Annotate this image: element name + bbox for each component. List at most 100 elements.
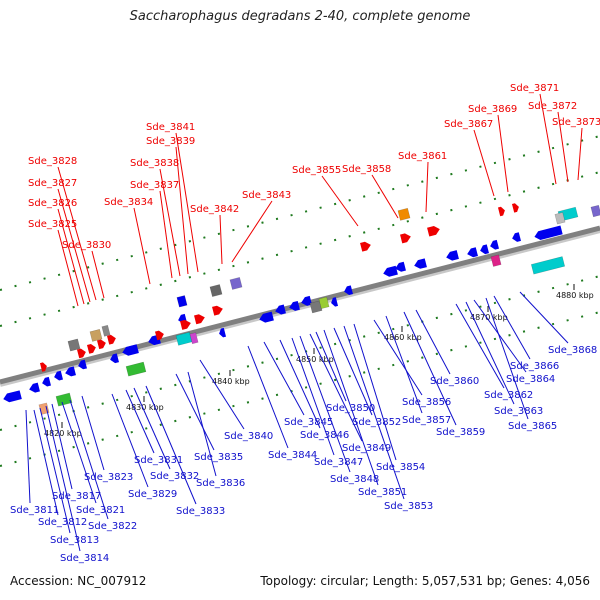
reverse-gene-label: Sde_3863 bbox=[494, 406, 543, 417]
backbone bbox=[0, 225, 600, 385]
reverse-leader-line bbox=[333, 327, 373, 416]
gene-arrow bbox=[490, 239, 499, 250]
gene-arrow bbox=[97, 339, 106, 350]
gene-feature bbox=[78, 359, 87, 370]
reverse-gene-label: Sde_3851 bbox=[358, 487, 407, 498]
gene-arrow bbox=[194, 314, 205, 325]
gene-arrow bbox=[87, 344, 96, 354]
reverse-gene-label: Sde_3822 bbox=[88, 521, 137, 532]
forward-leader-line bbox=[473, 129, 495, 197]
reverse-leader-line bbox=[51, 403, 73, 490]
track-guide-0 bbox=[0, 135, 600, 291]
gene-box bbox=[530, 256, 566, 275]
gene-arrow bbox=[219, 327, 227, 338]
gene-feature bbox=[3, 390, 22, 403]
gene-feature bbox=[383, 265, 398, 277]
forward-gene-labels: Sde_3825 Sde_3826 Sde_3827 Sde_3828 Sde_3830… bbox=[28, 83, 600, 307]
reverse-leader-line bbox=[309, 333, 363, 442]
gene-arrow bbox=[3, 390, 22, 403]
forward-gene-label: Sde_3871 bbox=[510, 83, 559, 94]
reverse-gene-label: Sde_3846 bbox=[300, 430, 349, 441]
gene-feature bbox=[229, 277, 243, 290]
forward-leader-line bbox=[497, 114, 509, 193]
forward-gene-label: Sde_3830 bbox=[62, 240, 111, 251]
gene-features bbox=[3, 203, 600, 415]
forward-gene-label: Sde_3839 bbox=[146, 136, 195, 147]
gene-feature bbox=[54, 370, 63, 381]
forward-leader-line bbox=[557, 111, 569, 183]
gene-box bbox=[89, 328, 103, 342]
reverse-gene-label: Sde_3862 bbox=[484, 390, 533, 401]
forward-gene-label: Sde_3872 bbox=[528, 101, 577, 112]
gene-arrow bbox=[497, 206, 505, 217]
reverse-leader-line bbox=[299, 335, 351, 473]
kbp-tick-label: 4860 kbp bbox=[384, 333, 422, 342]
forward-leader-line bbox=[57, 188, 91, 303]
forward-leader-line bbox=[57, 166, 97, 301]
reverse-leader-line bbox=[385, 315, 423, 414]
reverse-gene-label: Sde_3831 bbox=[134, 455, 183, 466]
reverse-gene-label: Sde_3823 bbox=[84, 472, 133, 483]
topology-text: Topology: circular; Length: 5,057,531 bp… bbox=[260, 574, 590, 588]
gene-box bbox=[125, 361, 147, 377]
reverse-leader-line bbox=[519, 291, 569, 344]
reverse-leader-line bbox=[33, 409, 59, 516]
gene-box bbox=[397, 207, 411, 221]
reverse-leader-line bbox=[61, 401, 97, 504]
reverse-gene-label: Sde_3857 bbox=[402, 415, 451, 426]
gene-box bbox=[55, 392, 73, 407]
gene-feature bbox=[212, 305, 223, 316]
reverse-gene-label: Sde_3849 bbox=[342, 443, 391, 454]
reverse-gene-label: Sde_3866 bbox=[510, 361, 559, 372]
kbp-tick-label: 4840 kbp bbox=[212, 377, 250, 386]
gene-arrow bbox=[480, 244, 489, 255]
gene-feature bbox=[490, 239, 499, 250]
gene-arrow bbox=[29, 382, 40, 393]
kbp-tick-label: 4830 kbp bbox=[126, 403, 164, 412]
gene-feature bbox=[259, 311, 274, 323]
map-title: Saccharophagus degradans 2-40, complete … bbox=[129, 9, 471, 24]
gene-feature bbox=[101, 324, 111, 337]
gene-box bbox=[67, 338, 81, 352]
gene-feature bbox=[414, 258, 427, 269]
gene-feature bbox=[67, 338, 81, 352]
reverse-leader-line bbox=[323, 329, 379, 486]
reverse-gene-label: Sde_3814 bbox=[60, 553, 109, 564]
gene-box bbox=[554, 212, 566, 225]
forward-gene-label: Sde_3826 bbox=[28, 198, 77, 209]
gene-box bbox=[590, 204, 600, 218]
reverse-leader-line bbox=[473, 299, 527, 373]
reverse-leader-line bbox=[315, 331, 347, 402]
reverse-gene-label: Sde_3817 bbox=[52, 491, 101, 502]
forward-gene-label: Sde_3861 bbox=[398, 151, 447, 162]
gene-feature bbox=[395, 261, 406, 272]
gene-arrow bbox=[512, 232, 521, 242]
forward-gene-label: Sde_3827 bbox=[28, 178, 77, 189]
gene-feature bbox=[400, 233, 411, 244]
kbp-tick-label: 4850 kbp bbox=[296, 355, 334, 364]
reverse-leader-line bbox=[415, 309, 451, 375]
gene-feature bbox=[530, 256, 566, 275]
reverse-gene-label: Sde_3859 bbox=[436, 427, 485, 438]
gene-arrow bbox=[110, 353, 119, 364]
gene-feature bbox=[155, 330, 164, 341]
forward-gene-label: Sde_3855 bbox=[292, 165, 341, 176]
reverse-gene-label: Sde_3835 bbox=[194, 452, 243, 463]
gene-arrow bbox=[212, 305, 223, 316]
gene-arrow bbox=[39, 362, 47, 372]
reverse-leader-line bbox=[373, 319, 423, 396]
gene-feature bbox=[77, 348, 86, 359]
forward-gene-label: Sde_3834 bbox=[104, 197, 153, 208]
reverse-leader-line bbox=[125, 389, 155, 454]
gene-arrow bbox=[54, 370, 63, 381]
gene-feature bbox=[446, 250, 459, 261]
reverse-gene-label: Sde_3865 bbox=[508, 421, 557, 432]
reverse-gene-label: Sde_3848 bbox=[330, 474, 379, 485]
reverse-leader-line bbox=[187, 371, 217, 477]
reverse-leader-line bbox=[69, 399, 109, 520]
forward-gene-label: Sde_3841 bbox=[146, 122, 195, 133]
gene-arrow bbox=[534, 225, 563, 240]
forward-gene-label: Sde_3838 bbox=[130, 158, 179, 169]
